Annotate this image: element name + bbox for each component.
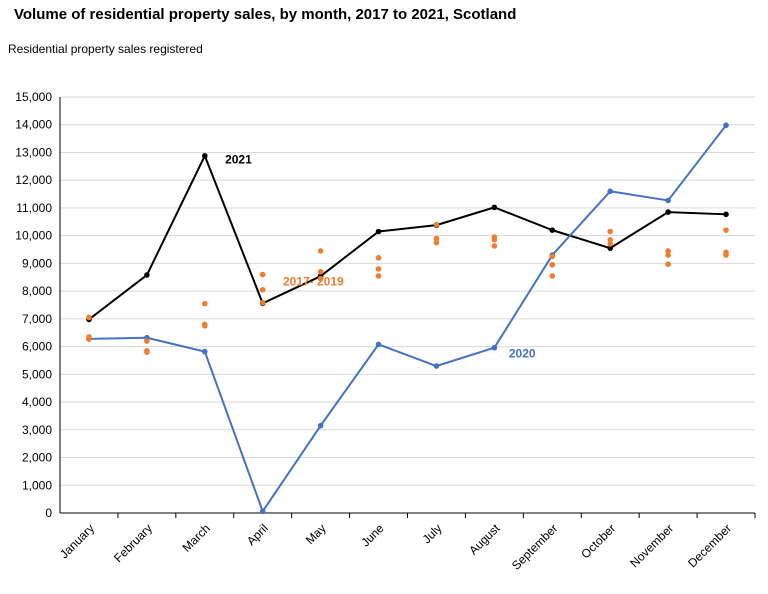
data-point [375,255,382,261]
data-point [491,204,498,211]
series-2017-2019 [86,221,729,355]
data-point [549,227,556,233]
series-2020 [86,122,729,515]
data-point [259,271,266,278]
y-tick-label: 12,000 [15,173,52,187]
series-annotation: 2020 [509,347,536,361]
x-tick-label: September [509,521,560,572]
data-point [375,273,382,279]
data-point [665,197,671,204]
data-point [201,323,208,329]
data-point [259,508,266,515]
data-point [144,349,150,355]
data-point [549,253,556,260]
series-line [88,124,727,513]
data-point [723,122,729,129]
y-tick-label: 1,000 [22,478,52,492]
series-annotation: 2017- 2019 [283,275,344,289]
y-tick-label: 6,000 [22,340,52,354]
data-point [201,348,208,355]
data-point [375,228,382,235]
data-point [86,336,92,342]
data-point [317,248,324,254]
y-tick-label: 13,000 [15,145,52,159]
y-tick-label: 0 [45,506,52,520]
data-point [86,314,92,321]
data-point [433,221,440,228]
data-point [491,344,498,351]
y-tick-label: 8,000 [22,284,52,298]
x-tick-label: March [179,521,212,554]
data-point [665,248,671,254]
data-point [375,341,382,348]
data-point [549,273,556,279]
series-annotations: 2021 2017- 2019 2020 [225,153,536,361]
x-tick-label: June [358,521,387,550]
data-point [607,237,614,243]
data-point [607,241,614,247]
gridlines [60,96,755,486]
y-tick-labels: 0 1,000 2,000 3,000 4,000 5,000 6,000 7,000 8,00… [15,90,52,520]
data-point [144,272,150,278]
y-tick-label: 9,000 [22,256,52,270]
y-tick-label: 5,000 [22,367,52,381]
x-tick-label: April [244,521,271,548]
y-tick-label: 14,000 [15,118,52,132]
y-tick-label: 15,000 [15,90,52,104]
y-tick-label: 10,000 [15,229,52,243]
data-point [549,261,556,268]
data-point [607,245,614,251]
y-tick-label: 4,000 [22,395,52,409]
data-point [317,422,324,429]
data-point [259,299,266,306]
y-tick-label: 2,000 [22,451,52,465]
series-annotation: 2021 [225,153,252,167]
data-point [723,252,729,258]
data-point [607,188,614,195]
y-axis-label: Residential property sales registered [8,42,203,56]
data-point [201,300,208,307]
axes [59,97,756,518]
data-point [491,243,498,249]
y-tick-label: 3,000 [22,423,52,437]
x-tick-label: December [685,521,734,570]
data-point [144,338,150,344]
data-point [433,235,440,242]
x-tick-label: January [57,521,97,561]
chart-title: Volume of residential property sales, by… [14,6,517,23]
data-point [201,152,208,159]
data-point [317,268,324,275]
data-point [607,228,614,235]
data-point [665,209,671,215]
data-point [259,286,266,293]
data-point [375,266,382,272]
y-tick-label: 11,000 [16,201,52,215]
x-tick-labels: January February March April May June July Augu… [57,521,734,573]
x-tick-label: July [420,521,445,546]
y-tick-label: 7,000 [22,312,52,326]
x-tick-label: August [466,521,503,558]
x-tick-label: October [578,521,618,561]
series-layer [86,122,729,515]
data-point [665,261,671,268]
data-point [723,227,729,233]
series-2021 [86,152,729,323]
x-tick-label: November [627,521,676,570]
data-point [433,239,440,246]
data-point [433,363,440,369]
data-point [665,252,671,258]
series-line [88,154,727,321]
data-point [723,211,729,218]
x-tick-label: February [111,521,155,565]
x-tick-label: May [303,521,329,547]
data-point [491,237,498,243]
data-point [317,275,324,282]
